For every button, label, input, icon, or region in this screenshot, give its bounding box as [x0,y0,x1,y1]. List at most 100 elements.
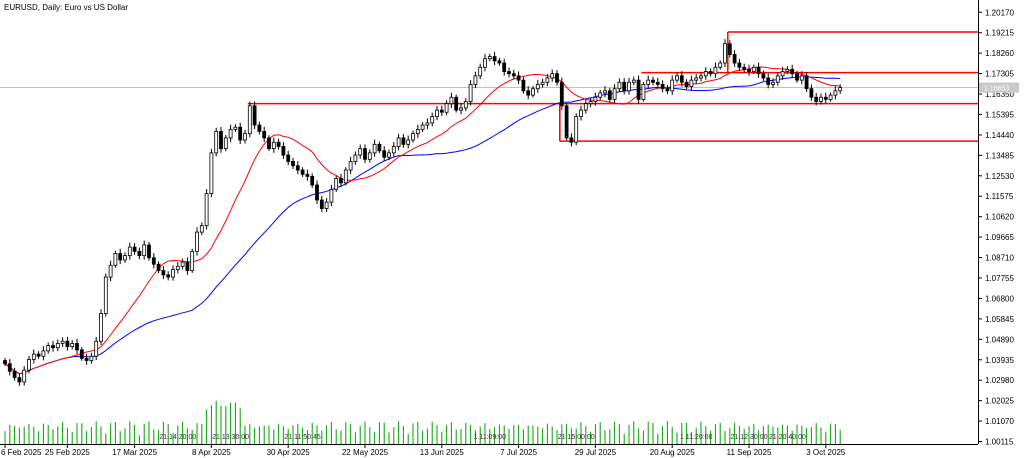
current-price-label: 1.16653 [984,86,1009,93]
candle-body [612,88,617,100]
candle-body [435,109,439,117]
candle-body [487,56,492,60]
candle-body [780,71,785,77]
candle-body [55,342,60,349]
candle-body [631,79,636,83]
candle-body [209,152,214,194]
candle-body [737,62,742,68]
candle-body [3,360,7,365]
candle-body [670,79,675,92]
candle-body [363,148,367,160]
candle-body [41,350,46,357]
candle-body [502,62,507,72]
candle-body [684,81,689,87]
y-tick-label: 1.01070 [985,417,1014,426]
candle-body [636,79,641,100]
candle-body [233,126,238,130]
candle-body [84,357,89,361]
candle-body [300,169,305,175]
time-marker-label: 21.12:30:00 [731,434,768,441]
candle-body [7,363,12,372]
candle-body [65,340,70,348]
candle-body [689,79,694,87]
candle-body [775,75,780,83]
candle-body [315,184,319,201]
candle-body [492,56,497,62]
candle-body [799,75,804,81]
candle-body [526,90,531,96]
candle-body [252,105,257,126]
chart-title: EURUSD, Daily: Euro vs US Dollar [4,3,128,12]
candle-body [185,261,190,272]
candle-body [262,131,267,139]
candle-body [679,75,684,83]
candle-body [70,342,75,348]
y-tick-label: 1.20170 [985,8,1014,17]
x-tick-label: 29 Jul 2025 [575,448,617,457]
y-tick-label: 1.02980 [985,376,1014,385]
candle-body [223,137,228,150]
candle-body [175,265,180,270]
candle-body [651,79,655,83]
candle-body [238,126,243,141]
candle-body [12,370,17,379]
candle-body [732,54,737,64]
candle-body [113,253,118,266]
time-marker-label: 21.20:40:00 [769,434,806,441]
candle-body [31,353,36,360]
candle-body [271,141,276,150]
candle-body [118,253,123,261]
candle-body [391,146,396,154]
candle-body [660,84,665,90]
y-tick-label: 1.12530 [985,172,1014,181]
x-tick-label: 22 May 2025 [342,448,389,457]
candle-body [507,71,511,75]
candle-body [833,90,838,96]
candle-body [382,150,387,158]
candle-body [795,73,799,81]
y-tick-label: 1.10620 [985,213,1014,222]
candle-body [103,276,108,314]
time-marker-label: 21.11:50:45 [284,434,321,441]
candle-body [142,244,147,257]
y-tick-label: 1.09665 [985,233,1014,242]
candle-body [420,124,425,130]
y-tick-label: 1.16350 [985,90,1014,99]
candle-body [454,96,459,111]
candle-body [17,377,22,383]
x-tick-label: 8 Apr 2025 [192,448,231,457]
candle-body [51,345,55,349]
candle-body [675,75,679,81]
candle-body [161,270,166,276]
candle-body [809,88,814,98]
candle-body [785,69,790,72]
candle-body [319,199,324,209]
candle-body [603,90,607,94]
x-tick-label: 13 Jun 2025 [420,448,465,457]
candle-body [756,66,761,75]
candle-body [171,269,175,278]
candle-body [555,73,559,83]
candle-body [545,77,550,83]
current-price-label-bg [979,82,1019,93]
candle-body [367,152,372,160]
candle-body [401,137,406,145]
candle-body [199,225,204,233]
candle-body [60,340,65,344]
x-tick-label: 11 Sep 2025 [727,448,772,457]
candle-body [108,264,113,278]
candle-body [46,345,51,352]
candle-body [598,92,603,98]
x-tick-label: 20 Aug 2025 [650,448,695,457]
candle-body [511,73,516,77]
y-tick-label: 1.15395 [985,110,1014,119]
candle-body [430,116,435,124]
candle-body [444,103,449,113]
candle-body [583,103,588,111]
candle-body [771,81,775,85]
candle-body [531,88,535,96]
candle-body [713,66,718,75]
candle-body [295,165,300,171]
candle-body [358,148,363,156]
